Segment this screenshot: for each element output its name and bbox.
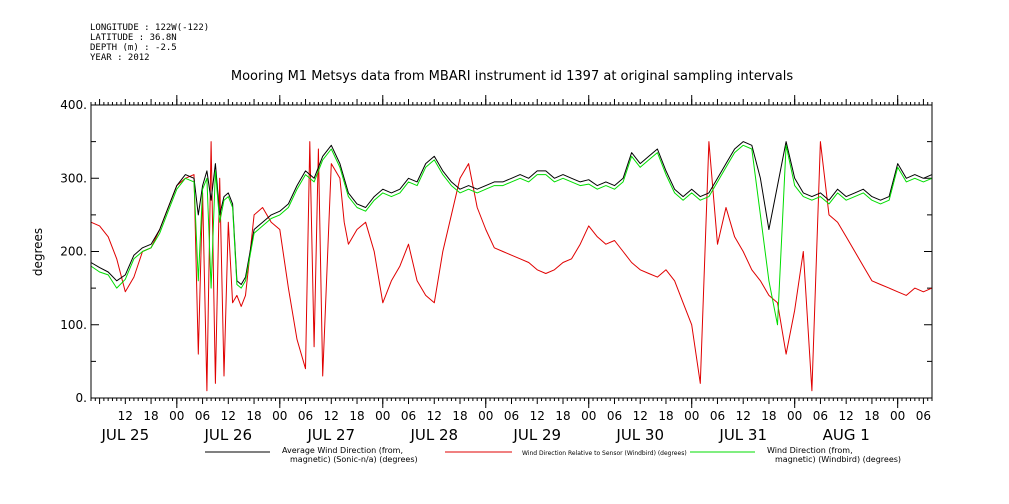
legend-entry-average-label: Average Wind Direction (from, — [282, 446, 403, 455]
x-tick-label: 06 — [504, 409, 519, 423]
x-tick-label: 12 — [736, 409, 751, 423]
meta-latitude: LATITUDE : 36.8N — [90, 33, 177, 43]
y-tick-label: 300. — [60, 171, 87, 185]
legend: Average Wind Direction (from,magnetic) (… — [205, 446, 901, 464]
x-tick-label: 06 — [916, 409, 931, 423]
x-tick-label: 12 — [427, 409, 442, 423]
axis-labels: 12 18 00 06 12 18 00 06 12 18 00 06 12 18 00 06 12 18 00 06… — [60, 98, 931, 444]
x-date-label: JUL 27 — [306, 426, 355, 444]
x-tick-label: 06 — [607, 409, 622, 423]
plot-frame — [90, 104, 933, 399]
series-layer — [90, 141, 933, 392]
x-tick-label: 00 — [272, 409, 287, 423]
x-date-label: JUL 29 — [512, 426, 561, 444]
y-tick-label: 400. — [60, 98, 87, 112]
x-tick-label: 06 — [813, 409, 828, 423]
meta-depth: DEPTH (m) : -2.5 — [90, 43, 177, 53]
x-tick-label: 18 — [452, 409, 467, 423]
x-tick-label: 18 — [349, 409, 364, 423]
legend-entry-relative-label: Wind Direction Relative to Sensor (Windb… — [522, 450, 687, 457]
legend-entry-windbird-label: magnetic) (Windbird) (degrees) — [775, 455, 901, 464]
x-tick-label: 18 — [658, 409, 673, 423]
meta-longitude: LONGITUDE : 122W(-122) — [90, 23, 209, 33]
series-average-wind-direction — [90, 141, 933, 285]
y-tick-label: 100. — [60, 318, 87, 332]
x-tick-label: 00 — [375, 409, 390, 423]
x-date-label: JUL 30 — [615, 426, 664, 444]
x-tick-label: 12 — [118, 409, 133, 423]
y-axis-label: degrees — [31, 228, 45, 276]
x-tick-label: 00 — [169, 409, 184, 423]
x-tick-label: 00 — [478, 409, 493, 423]
x-date-label: JUL 25 — [101, 426, 150, 444]
y-tick-label: 0. — [76, 391, 87, 405]
x-tick-label: 18 — [761, 409, 776, 423]
x-date-label: JUL 28 — [409, 426, 458, 444]
legend-entry-windbird-label: Wind Direction (from, — [767, 446, 853, 455]
chart-title: Mooring M1 Metsys data from MBARI instru… — [231, 69, 793, 84]
y-tick-label: 200. — [60, 245, 87, 259]
x-tick-label: 18 — [864, 409, 879, 423]
legend-entry-average-label: magnetic) (Sonic-n/a) (degrees) — [290, 455, 418, 464]
x-tick-label: 00 — [787, 409, 802, 423]
x-tick-label: 18 — [555, 409, 570, 423]
x-tick-label: 12 — [530, 409, 545, 423]
axis-ticks — [90, 95, 933, 408]
series-windbird-wind-direction — [90, 144, 933, 326]
x-tick-label: 06 — [298, 409, 313, 423]
x-tick-label: 00 — [684, 409, 699, 423]
x-date-label: JUL 31 — [718, 426, 767, 444]
x-tick-label: 12 — [633, 409, 648, 423]
x-tick-label: 00 — [890, 409, 905, 423]
x-date-label: AUG 1 — [823, 426, 870, 444]
x-tick-label: 06 — [401, 409, 416, 423]
x-tick-label: 18 — [143, 409, 158, 423]
x-tick-label: 12 — [839, 409, 854, 423]
x-tick-label: 06 — [710, 409, 725, 423]
x-tick-label: 12 — [221, 409, 236, 423]
x-date-label: JUL 26 — [203, 426, 252, 444]
x-tick-label: 12 — [324, 409, 339, 423]
x-tick-label: 00 — [581, 409, 596, 423]
x-tick-label: 06 — [195, 409, 210, 423]
meta-year: YEAR : 2012 — [90, 53, 150, 63]
x-tick-label: 18 — [246, 409, 261, 423]
